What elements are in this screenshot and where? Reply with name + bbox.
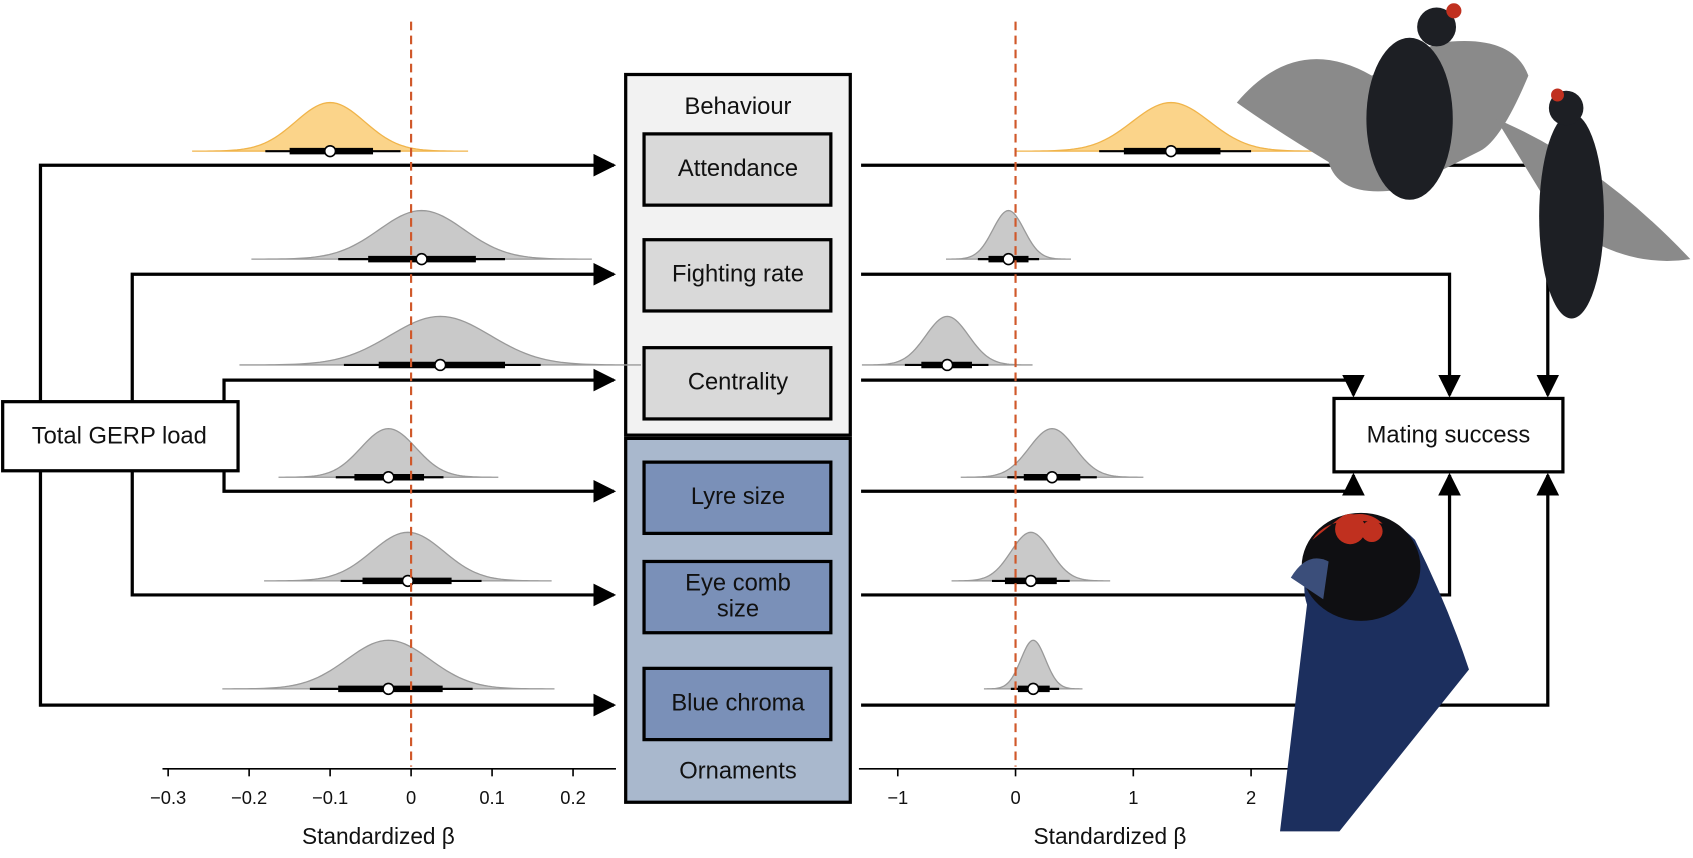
posterior-density xyxy=(222,639,555,690)
median-point xyxy=(434,358,447,372)
posterior-panel: −1 0 1 2 Standardized β xyxy=(858,21,1340,849)
trait-box xyxy=(642,346,833,421)
arrow xyxy=(222,471,617,503)
group-label: Ornaments xyxy=(679,757,797,784)
arrow xyxy=(861,472,1365,496)
posterior-density xyxy=(951,531,1111,582)
x-axis-label: Standardized β xyxy=(302,823,455,849)
posterior-density xyxy=(251,209,592,260)
posterior-density xyxy=(945,209,1071,260)
posterior-panel: −0.3 −0.2 −0.1 0 0.1 0.2 Standardized β xyxy=(150,21,642,849)
x-tick-label: −0.1 xyxy=(312,787,348,808)
x-tick-label: −0.2 xyxy=(231,787,267,808)
posterior-density xyxy=(192,101,469,152)
arrow xyxy=(861,374,1365,398)
x-tick-label: 0.2 xyxy=(560,787,586,808)
trait-label: Fighting rate xyxy=(672,261,804,288)
arrow xyxy=(38,153,617,402)
posterior-density xyxy=(861,315,1033,366)
trait-box xyxy=(642,132,833,207)
trait-box xyxy=(642,238,833,313)
median-point xyxy=(382,682,395,696)
group-label: Behaviour xyxy=(685,93,792,120)
target-label: Mating success xyxy=(1367,421,1531,448)
median-point xyxy=(1045,471,1059,484)
posterior-density xyxy=(1015,101,1327,152)
x-tick-label: 0 xyxy=(406,787,416,808)
target-box xyxy=(1332,396,1565,474)
median-point xyxy=(1024,574,1038,588)
median-point xyxy=(415,252,428,266)
posterior-density xyxy=(983,639,1083,690)
x-tick-label: −1 xyxy=(887,787,908,808)
x-tick-label: 0.1 xyxy=(479,787,505,808)
trait-box xyxy=(642,666,833,742)
median-point xyxy=(941,358,954,372)
posterior-density xyxy=(960,428,1144,478)
arrow xyxy=(38,471,617,717)
median-point xyxy=(1164,144,1178,158)
arrow xyxy=(222,368,617,402)
trait-box xyxy=(642,559,833,635)
median-point xyxy=(382,471,395,484)
x-tick-label: −0.3 xyxy=(150,787,186,808)
arrow xyxy=(861,272,1461,398)
arrow xyxy=(130,471,617,607)
posterior-density xyxy=(278,428,499,478)
arrow xyxy=(130,262,617,402)
arrow xyxy=(861,472,1461,597)
trait-label: Attendance xyxy=(678,155,798,182)
source-label: Total GERP load xyxy=(32,423,207,450)
x-axis-label: Standardized β xyxy=(1034,823,1187,849)
median-point xyxy=(323,144,337,158)
posterior-density xyxy=(239,315,642,366)
source-box xyxy=(1,400,240,473)
x-tick-label: 1 xyxy=(1128,787,1138,808)
x-tick-label: 2 xyxy=(1246,787,1256,808)
median-point xyxy=(1002,252,1015,266)
median-point xyxy=(1027,682,1040,696)
trait-label: Eye comb xyxy=(685,569,791,596)
bird-illustration xyxy=(1236,3,1691,832)
trait-box xyxy=(642,460,833,536)
arrow xyxy=(861,472,1560,707)
trait-label: Blue chroma xyxy=(671,689,805,716)
trait-label: size xyxy=(717,595,759,622)
trait-label: Centrality xyxy=(688,369,788,396)
x-tick-label: 0 xyxy=(1010,787,1020,808)
trait-label: Lyre size xyxy=(691,483,785,510)
posterior-density xyxy=(264,531,552,582)
